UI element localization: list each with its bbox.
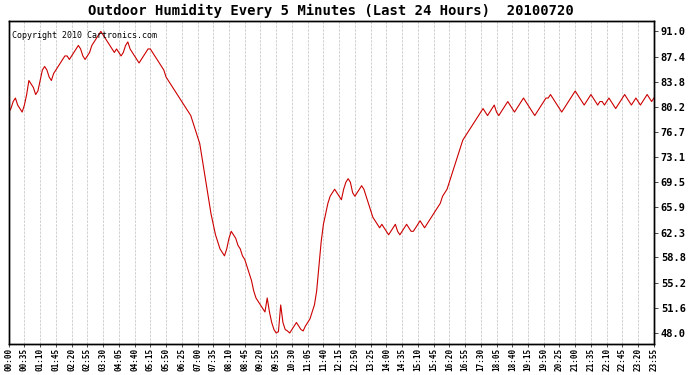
Title: Outdoor Humidity Every 5 Minutes (Last 24 Hours)  20100720: Outdoor Humidity Every 5 Minutes (Last 2… [88,4,574,18]
Text: Copyright 2010 Cartronics.com: Copyright 2010 Cartronics.com [12,30,157,39]
